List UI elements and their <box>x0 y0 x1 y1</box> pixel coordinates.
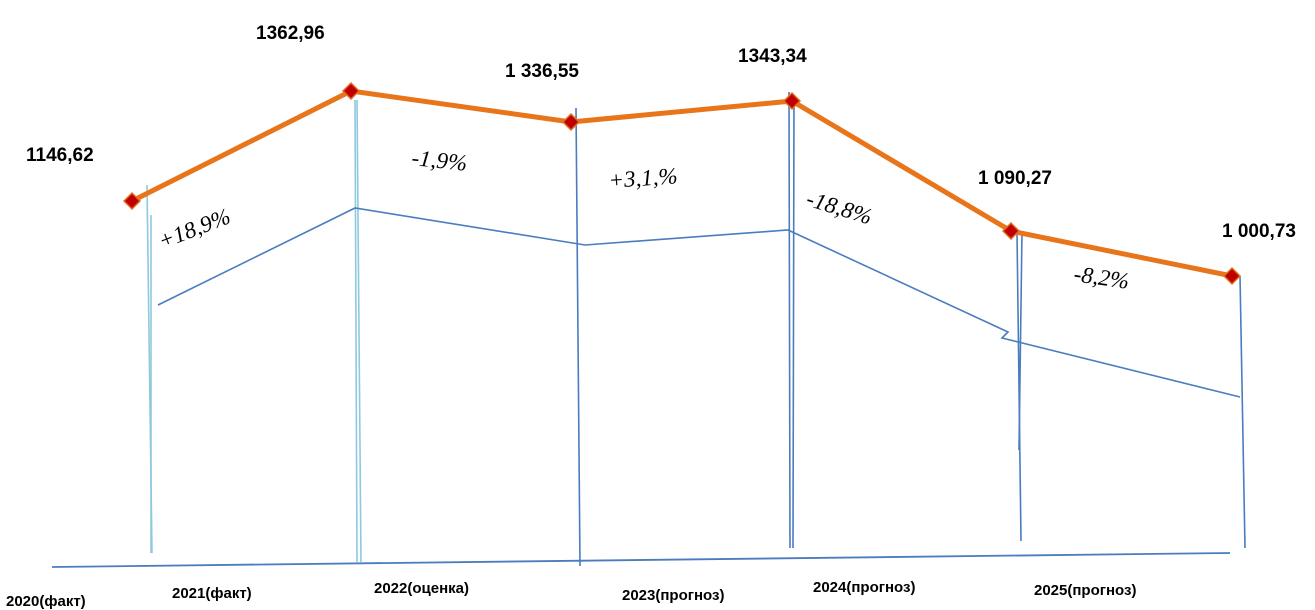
shadow-line <box>157 207 1241 398</box>
data-point-marker-3 <box>782 91 802 111</box>
chart-frame <box>51 91 1246 568</box>
vertical-guide-line <box>354 99 358 563</box>
value-label-2: 1 336,55 <box>505 61 579 82</box>
data-point-marker-4 <box>1001 221 1021 241</box>
category-label-1: 2021(факт) <box>172 585 252 602</box>
vertical-guide-line <box>1239 275 1246 549</box>
vertical-guide-line <box>792 94 795 549</box>
shadow-series-line <box>157 207 1241 398</box>
change-label-0: +18,9% <box>155 203 234 253</box>
category-label-4: 2024(прогноз) <box>813 579 915 596</box>
series-markers <box>122 81 1242 286</box>
series-line-path <box>130 88 1233 279</box>
value-label-5: 1 000,73 <box>1222 221 1296 242</box>
vertical-guide-line <box>788 91 791 549</box>
change-label-3: -18,8% <box>804 186 875 230</box>
change-label-2: +3,1,% <box>608 163 679 193</box>
category-label-2: 2022(оценка) <box>374 580 469 597</box>
vertical-guide-line <box>1018 231 1023 451</box>
data-point-marker-1 <box>341 81 361 101</box>
change-label-4: -8,2% <box>1072 261 1131 293</box>
category-label-5: 2025(прогноз) <box>1034 582 1136 599</box>
data-point-marker-5 <box>1222 266 1242 286</box>
data-point-marker-2 <box>561 112 581 132</box>
series-line <box>130 88 1233 279</box>
data-point-marker-0 <box>122 191 142 211</box>
category-labels: 2020(факт) 2021(факт) 2022(оценка) 2023(про… <box>6 579 1136 610</box>
vertical-guide-line <box>356 99 362 563</box>
change-label-1: -1,9% <box>410 145 468 176</box>
vertical-guide-line <box>1016 231 1022 542</box>
category-label-3: 2023(прогноз) <box>622 587 724 604</box>
vertical-guide-line <box>575 107 581 567</box>
value-labels: 1146,62 1362,96 1 336,55 1343,34 1 090,27 1 0… <box>26 23 1296 242</box>
category-label-0: 2020(факт) <box>6 593 86 610</box>
value-label-1: 1362,96 <box>256 23 325 44</box>
value-label-4: 1 090,27 <box>978 168 1052 189</box>
value-label-0: 1146,62 <box>26 145 94 166</box>
baseline <box>51 552 1231 568</box>
value-label-3: 1343,34 <box>738 46 807 67</box>
